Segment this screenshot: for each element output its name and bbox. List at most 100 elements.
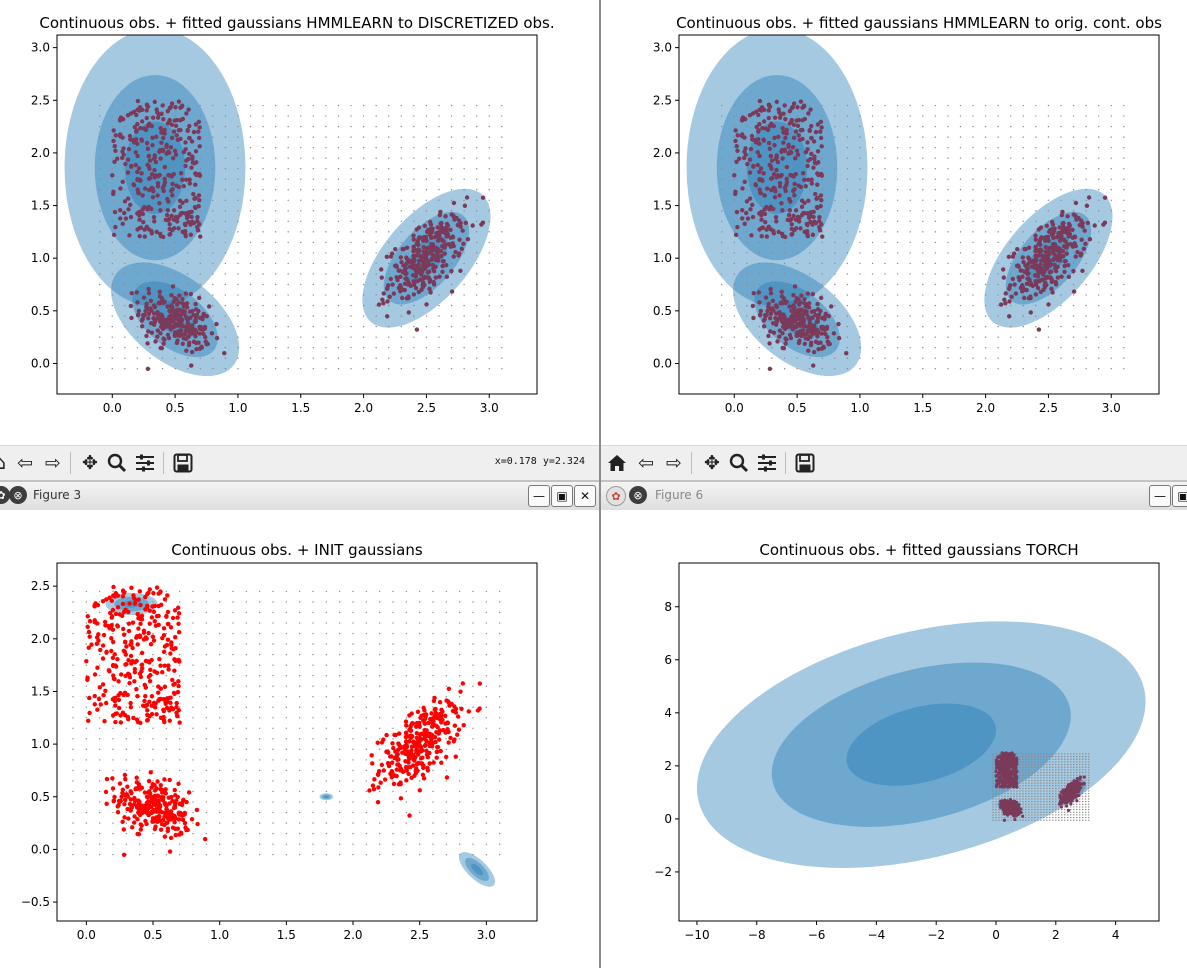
grid-dot <box>249 294 252 296</box>
grid-dot <box>338 759 341 761</box>
maximize-icon[interactable]: ▣ <box>1172 485 1187 507</box>
grid-dot <box>947 283 949 286</box>
observation-point <box>157 149 162 154</box>
grid-dot <box>350 304 352 307</box>
window-titlebar-figure3[interactable]: ✿ ⊗ Figure 3 — ▣ ✕ <box>0 480 599 511</box>
grid-dot <box>352 611 354 614</box>
observation-point <box>788 149 793 154</box>
observation-point <box>158 319 163 324</box>
observation-point <box>176 611 182 616</box>
observation-point <box>120 179 125 185</box>
grid-dot <box>224 252 227 254</box>
grid-dot <box>1085 346 1087 349</box>
grid-dot <box>192 601 194 603</box>
window-menu-icon[interactable]: ⊗ <box>9 486 27 504</box>
observation-point <box>440 258 446 264</box>
observation-point <box>185 128 190 134</box>
forward-arrow-icon[interactable]: ⇨ <box>666 452 682 474</box>
grid-dot <box>413 178 415 180</box>
observation-point <box>141 219 146 225</box>
close-icon[interactable]: ✕ <box>574 485 596 507</box>
observation-point <box>781 140 786 145</box>
observation-point <box>149 785 154 790</box>
home-icon[interactable] <box>604 450 630 476</box>
grid-dot <box>438 146 440 149</box>
grid-dot <box>1047 368 1050 370</box>
observation-point <box>165 609 171 615</box>
maximize-icon[interactable]: ▣ <box>551 485 573 507</box>
grid-dot <box>1060 220 1062 223</box>
observation-point <box>169 640 174 645</box>
observation-point <box>435 225 440 230</box>
grid-dot <box>152 717 154 719</box>
configure-icon[interactable] <box>132 450 158 476</box>
grid-dot <box>218 632 221 635</box>
grid-dot <box>312 104 315 107</box>
grid-dot <box>846 104 849 107</box>
grid-dot <box>258 790 261 793</box>
grid-dot <box>746 168 748 170</box>
configure-icon[interactable] <box>754 450 780 476</box>
grid-dot <box>846 357 849 359</box>
grid-dot <box>859 336 861 338</box>
grid-dot <box>488 262 490 265</box>
grid-dot <box>733 136 735 138</box>
grid-dot <box>174 199 176 201</box>
grid-dot <box>463 252 465 254</box>
grid-dot <box>262 283 264 286</box>
grid-dot <box>400 368 402 370</box>
grid-dot <box>746 241 748 244</box>
zoom-icon[interactable] <box>726 450 752 476</box>
grid-dot <box>352 832 354 835</box>
grid-dot <box>274 357 277 359</box>
minimize-icon[interactable]: — <box>1149 485 1171 507</box>
observation-point <box>453 249 458 255</box>
forward-arrow-icon[interactable]: ⇨ <box>45 452 61 474</box>
pan-icon[interactable]: ✥ <box>82 452 98 474</box>
grid-dot <box>472 853 474 856</box>
grid-dot <box>405 664 408 666</box>
home-icon[interactable]: ⌂ <box>0 450 13 476</box>
window-menu-icon[interactable]: ⊗ <box>629 486 647 504</box>
observation-point <box>129 805 134 810</box>
back-arrow-icon[interactable]: ⇦ <box>638 452 654 474</box>
grid-dot <box>392 664 394 666</box>
grid-dot <box>258 717 261 719</box>
observation-point <box>791 188 796 194</box>
grid-dot <box>458 643 461 645</box>
observation-point <box>815 182 820 187</box>
grid-dot <box>498 643 501 645</box>
grid-dot <box>111 346 113 349</box>
observation-point <box>113 711 118 717</box>
grid-dot <box>312 685 314 687</box>
observation-point <box>176 630 182 635</box>
grid-dot <box>821 210 823 212</box>
minimize-icon[interactable]: — <box>528 485 550 507</box>
grid-dot <box>463 262 465 265</box>
grid-dot <box>475 115 478 117</box>
observation-point <box>199 344 204 349</box>
save-icon[interactable] <box>792 450 818 476</box>
zoom-icon[interactable] <box>104 450 130 476</box>
grid-dot <box>450 368 453 370</box>
window-titlebar-figure6[interactable]: ✿ ⊗ Figure 6 — ▣ <box>601 480 1187 511</box>
save-icon[interactable] <box>170 450 196 476</box>
grid-dot <box>174 262 176 265</box>
grid-dot <box>1022 115 1024 117</box>
observation-point <box>1052 242 1058 247</box>
observation-point <box>130 645 135 651</box>
grid-dot <box>72 843 74 845</box>
pan-icon[interactable]: ✥ <box>704 452 720 474</box>
y-tick-label: 0.0 <box>31 356 50 370</box>
grid-dot <box>112 780 114 782</box>
observation-point <box>132 670 138 675</box>
back-arrow-icon[interactable]: ⇦ <box>17 452 33 474</box>
grid-dot <box>365 801 368 803</box>
grid-dot <box>1010 231 1012 233</box>
observation-point <box>788 199 793 204</box>
grid-dot <box>392 632 394 635</box>
grid-dot <box>896 325 899 328</box>
grid-dot <box>224 125 227 128</box>
grid-dot <box>1110 146 1112 149</box>
grid-dot <box>1097 199 1100 201</box>
